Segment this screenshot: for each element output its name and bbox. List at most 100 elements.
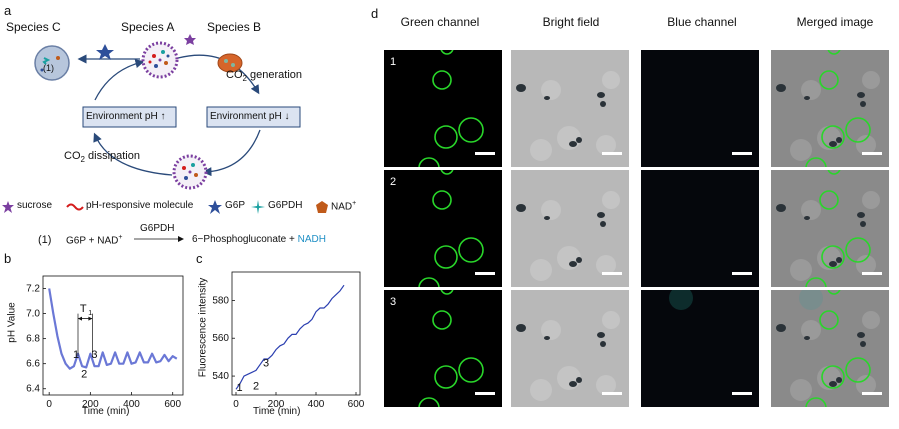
yeast-cell: [600, 101, 606, 107]
header-blue-channel: Blue channel: [667, 15, 737, 29]
blue-glow: [669, 290, 693, 310]
equation-product: NADH: [297, 234, 326, 245]
vesicle-shadow: [862, 191, 880, 209]
arc-up-to-a: [94, 59, 145, 101]
yeast-cell: [829, 141, 837, 147]
equation-rhs-text: 6−Phosphogluconate +: [192, 234, 298, 245]
row-label-2: 2: [390, 176, 397, 188]
vesicle-shadow: [596, 255, 616, 275]
chart-c-ytick-label: 560: [212, 333, 229, 344]
micrograph-svg: [516, 191, 622, 281]
chart-c-xtick-label: 400: [308, 399, 325, 410]
yeast-cell: [544, 336, 550, 340]
vesicle-shadow: [602, 71, 620, 89]
micrograph-bright-row1: [511, 50, 629, 167]
vesicle-shadow: [530, 379, 552, 401]
yeast-cell: [860, 341, 866, 347]
micrograph-merged-row1: [771, 50, 889, 167]
down-arrow-icon: ↓: [284, 111, 290, 122]
green-ring: [805, 157, 827, 167]
yeast-cell: [804, 336, 810, 340]
yeast-cell: [836, 377, 842, 383]
env-ph-down-text: Environment pH: [210, 111, 282, 122]
species-b-label: Species B: [207, 20, 262, 34]
chart-b-annot-3: 3: [91, 349, 97, 361]
vesicle-shadow: [801, 320, 821, 340]
chart-c-xtick-label: 600: [348, 399, 365, 410]
sucrose-legend-icon: [2, 201, 14, 213]
arc-a2-to-up: [93, 132, 173, 176]
vesicle-shadow: [530, 139, 552, 161]
yeast-cell: [804, 216, 810, 220]
panel-d: Green channel Bright field Blue channel …: [380, 0, 899, 429]
legend-nad: NAD+: [331, 200, 356, 212]
green-ring: [821, 125, 845, 149]
species-c-marker: (1): [43, 63, 54, 73]
green-ring: [418, 397, 440, 407]
co2-dis-sub: 2: [80, 155, 85, 165]
yeast-cell: [597, 332, 605, 338]
equation-rhs: 6−Phosphogluconate + NADH: [192, 234, 326, 245]
co2-dis-text: CO: [64, 150, 81, 162]
yeast-cell: [776, 204, 786, 212]
chart-b-ytick-label: 7.2: [26, 284, 40, 295]
panel-a: Species C Species A Species B: [0, 0, 370, 250]
env-ph-up-box: [82, 106, 177, 128]
chart-b-xtick-label: 600: [164, 399, 181, 410]
chart-c-annot-3: 3: [263, 358, 269, 370]
header-merged-image: Merged image: [796, 15, 874, 29]
yeast-cell: [776, 324, 786, 332]
merged-glow: [799, 290, 823, 310]
green-ring: [845, 117, 871, 143]
yeast-cell: [544, 96, 550, 100]
green-ring: [827, 290, 841, 295]
micrograph-green-row2: [384, 170, 502, 287]
header-bright-field: Bright field: [542, 15, 600, 29]
scale-bar: [732, 272, 752, 275]
vesicle-shadow: [541, 80, 561, 100]
micrograph-bright-row2: [511, 170, 629, 287]
yeast-cell: [829, 381, 837, 387]
env-ph-up-text: Environment pH: [86, 111, 158, 122]
chart-b-frame: [42, 275, 184, 396]
vesicle-shadow: [862, 311, 880, 329]
panel-letter-a: a: [4, 3, 12, 18]
micrograph-svg: [418, 290, 495, 407]
green-ring: [805, 397, 827, 407]
vesicle-shadow: [596, 135, 616, 155]
legend-nad-text: NAD: [331, 201, 353, 213]
panel-letter-d: d: [371, 6, 379, 21]
arc-b-to-a2: [202, 129, 261, 177]
species-c-cell: [34, 45, 70, 81]
micrograph-svg: [516, 311, 622, 401]
species-a-protocell-lower: [172, 154, 208, 190]
chart-b-t-arrow-left: [78, 316, 82, 321]
green-ring: [458, 357, 484, 383]
vesicle-shadow: [790, 139, 812, 161]
green-ring: [805, 277, 827, 287]
legend-g6pdh: G6PDH: [268, 200, 303, 211]
micrograph-bright-row3: [511, 290, 629, 407]
yeast-cell: [600, 221, 606, 227]
micrograph-green-row3: [384, 290, 502, 407]
chart-b-t-arrow-right: [88, 316, 93, 321]
micrograph-blue-row3: [641, 290, 759, 407]
row-label-3: 3: [390, 296, 397, 308]
micrograph-svg: [776, 290, 882, 407]
vesicle-shadow: [596, 375, 616, 395]
co2-gen-text: CO: [226, 69, 243, 81]
header-green-channel: Green channel: [400, 15, 480, 29]
co2-dis-suffix: dissipation: [84, 150, 140, 162]
green-ring: [434, 365, 458, 389]
chart-b-xlabel: Time (min): [82, 406, 130, 417]
equation-enzyme: G6PDH: [140, 223, 175, 234]
green-ring: [845, 237, 871, 263]
vesicle-shadow: [801, 80, 821, 100]
yeast-cell: [776, 84, 786, 92]
yeast-cell: [516, 204, 526, 212]
vesicle-shadow: [801, 200, 821, 220]
co2-generation-label: CO2 generation: [226, 69, 302, 83]
micrograph-svg: [776, 170, 882, 287]
co2-dissipation-label: CO2 dissipation: [64, 150, 140, 164]
